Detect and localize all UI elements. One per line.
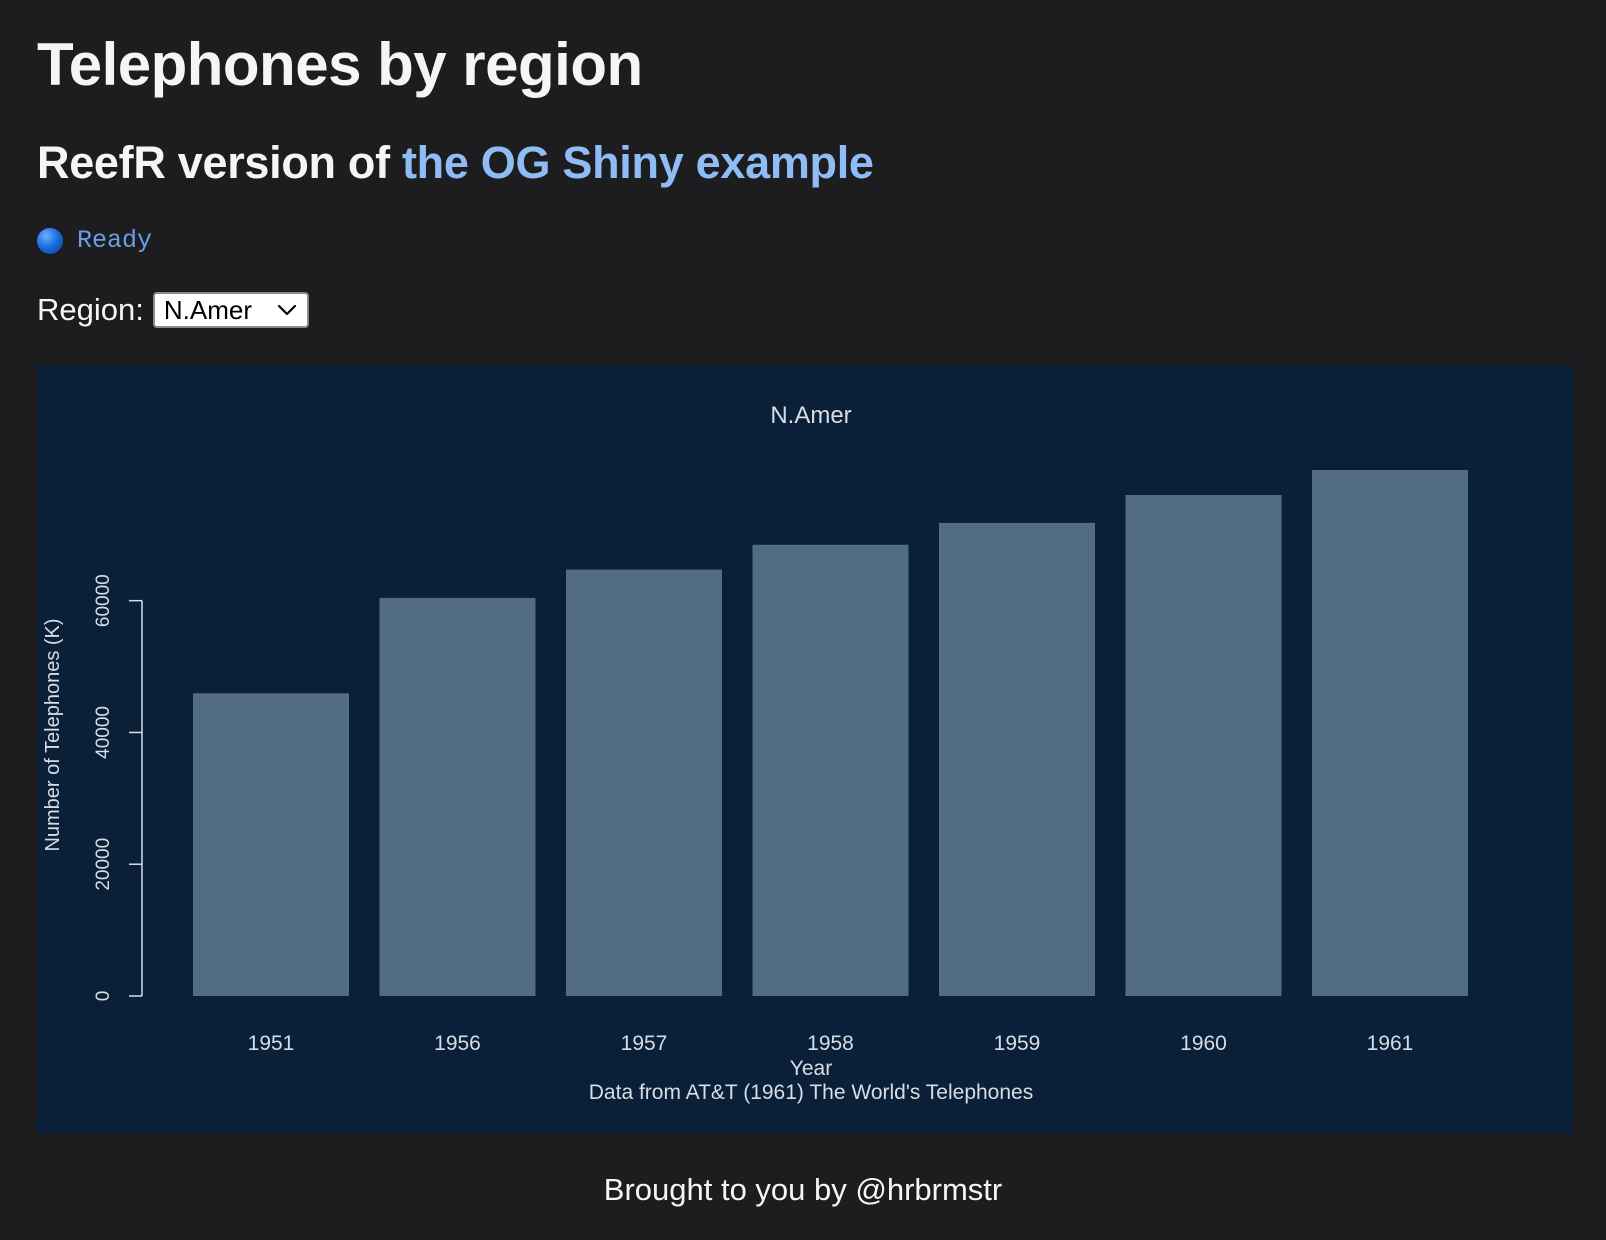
status-indicator: Ready (37, 226, 152, 255)
chart-caption: Data from AT&T (1961) The World's Teleph… (589, 1081, 1033, 1104)
y-tick-label: 60000 (93, 574, 114, 627)
y-axis-label: Number of Telephones (K) (42, 618, 64, 851)
og-shiny-example-link[interactable]: the OG Shiny example (402, 137, 874, 188)
footer-credit: Brought to you by @hrbrmstr (603, 1172, 1003, 1207)
x-tick-labels: 1951 1956 1957 1958 1959 1960 1961 (248, 1032, 1414, 1055)
status-dot-icon (37, 227, 63, 254)
chevron-down-icon (277, 304, 296, 316)
bar-1961 (1312, 470, 1468, 996)
y-tick-label: 20000 (93, 838, 114, 891)
region-select[interactable]: N.Amer (152, 292, 309, 328)
bar-1960 (1125, 495, 1282, 996)
x-tick-label: 1958 (807, 1032, 854, 1055)
chart-title: N.Amer (770, 402, 851, 429)
x-tick-label: 1956 (434, 1032, 481, 1055)
bars-group (193, 470, 1468, 996)
bar-1958 (752, 544, 909, 996)
region-selector: Region: N.Amer (37, 292, 309, 328)
bar-chart-svg: 1951 1956 1957 1958 1959 1960 1961 0 20000 40000… (42, 402, 1468, 1104)
region-label: Region: (37, 292, 144, 327)
bar-1951 (193, 693, 349, 996)
x-tick-label: 1960 (1180, 1032, 1227, 1055)
page-subtitle: ReefR version of the OG Shiny example (37, 136, 874, 190)
x-tick-label: 1957 (621, 1032, 668, 1055)
x-tick-label: 1959 (994, 1032, 1041, 1055)
x-tick-label: 1951 (248, 1032, 295, 1055)
bar-1956 (379, 597, 536, 996)
page-title: Telephones by region (37, 31, 643, 98)
bar-chart: 1951 1956 1957 1958 1959 1960 1961 0 20000 40000… (37, 365, 1573, 1133)
y-tick-label: 0 (93, 991, 114, 1002)
x-tick-label: 1961 (1367, 1032, 1414, 1055)
region-select-value: N.Amer (163, 294, 252, 325)
y-axis: 0 20000 40000 60000 (93, 574, 143, 1002)
bar-1957 (566, 569, 722, 996)
y-tick-label: 40000 (93, 706, 114, 759)
bar-1959 (939, 522, 1095, 996)
status-text: Ready (77, 226, 153, 255)
x-axis-label: Year (790, 1057, 832, 1080)
subtitle-text: ReefR version of (37, 137, 402, 188)
